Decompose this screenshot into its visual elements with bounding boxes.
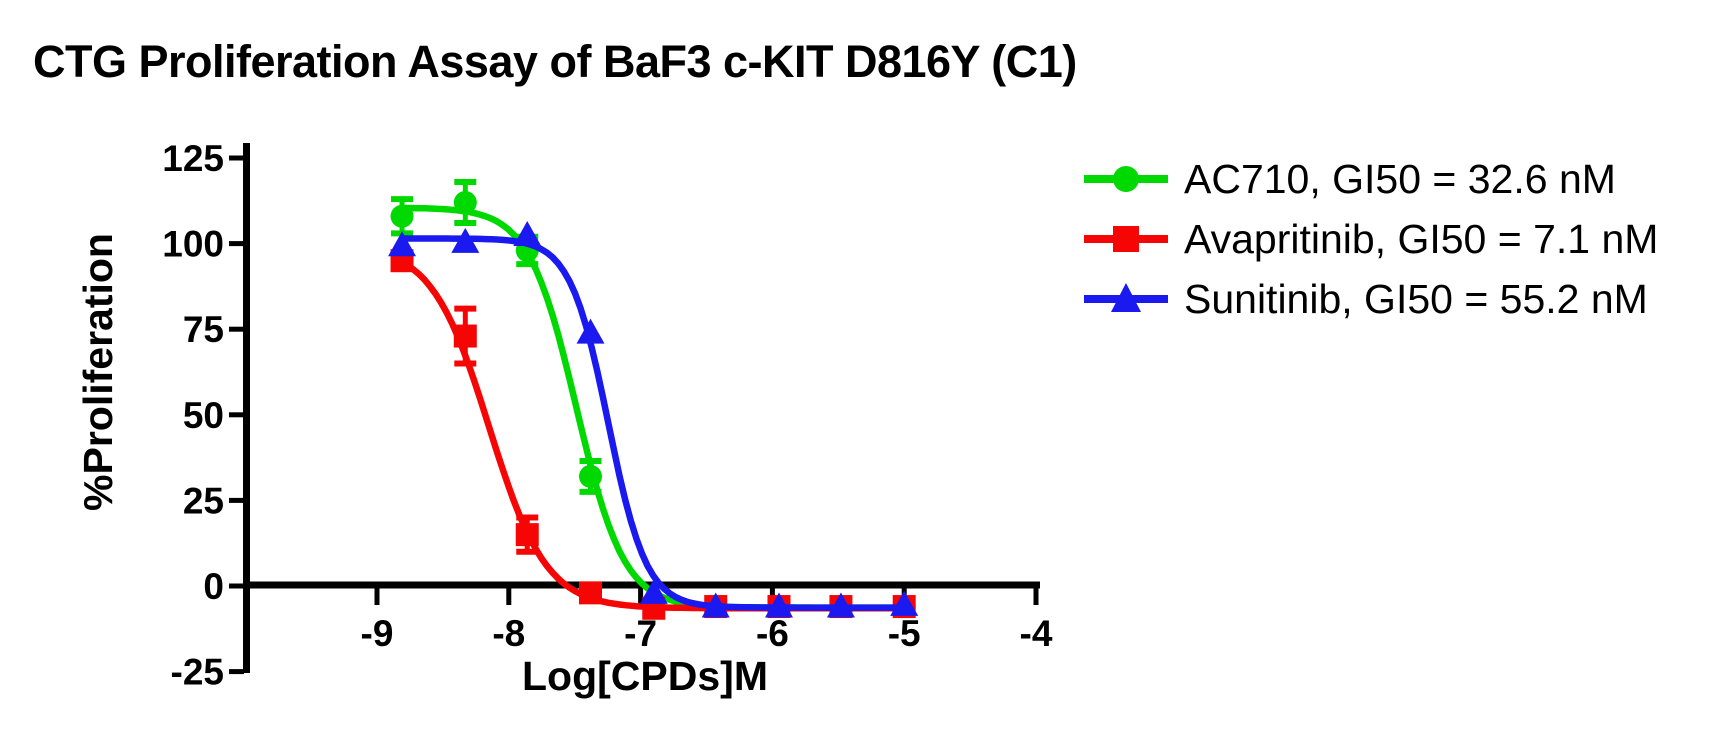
y-tick-label: 25 [183, 480, 224, 521]
tick-labels-group: 125 100 75 50 25 0 -25 -9 -8 -7 -6 -5 -4 [162, 138, 1053, 693]
data-point [639, 578, 668, 604]
y-tick-label: 50 [183, 395, 224, 436]
y-tick-label: 0 [203, 566, 224, 607]
legend: AC710, GI50 = 32.6 nM Avapritinib, GI50 … [1080, 156, 1658, 322]
legend-label: Sunitinib, GI50 = 55.2 nM [1184, 275, 1648, 322]
data-point [826, 592, 855, 618]
data-point [576, 318, 605, 344]
y-tick-label: -25 [171, 652, 224, 693]
x-tick-label: -8 [492, 613, 525, 654]
fit-curve-sunitinib [398, 235, 908, 611]
x-axis-title: Log[CPDs]M [522, 653, 768, 699]
x-tick-label: -4 [1020, 613, 1053, 654]
data-point [701, 592, 730, 618]
data-point [579, 581, 603, 605]
x-tick-label: -7 [624, 613, 657, 654]
legend-label: AC710, GI50 = 32.6 nM [1184, 155, 1616, 202]
data-point [453, 324, 477, 348]
axes-group [229, 143, 1040, 675]
y-tick-label: 75 [183, 309, 224, 350]
y-axis-title: %Proliferation [75, 233, 121, 511]
data-point [515, 523, 539, 547]
legend-item-sunitinib: Sunitinib, GI50 = 55.2 nM [1080, 276, 1658, 322]
fit-curve-ac710 [398, 204, 908, 611]
x-tick-label: -5 [888, 613, 921, 654]
fit-curve-avapritinib [398, 258, 908, 612]
legend-label: Avapritinib, GI50 = 7.1 nM [1184, 215, 1659, 262]
legend-marker-square-icon [1084, 226, 1168, 252]
series-avapritinib [390, 249, 916, 620]
series-group [388, 178, 919, 620]
x-tick-label: -6 [756, 613, 789, 654]
y-tick-label: 125 [162, 138, 224, 179]
data-point [390, 204, 414, 228]
legend-item-avapritinib: Avapritinib, GI50 = 7.1 nM [1080, 216, 1658, 262]
data-point [513, 221, 542, 247]
series-sunitinib [388, 221, 919, 618]
data-point [388, 231, 417, 257]
chart-title: CTG Proliferation Assay of BaF3 c-KIT D8… [33, 36, 1077, 87]
data-point [453, 191, 477, 215]
legend-item-ac710: AC710, GI50 = 32.6 nM [1080, 156, 1658, 202]
x-tick-label: -9 [361, 613, 394, 654]
data-point [579, 464, 603, 488]
data-point [764, 592, 793, 618]
data-point [451, 227, 480, 253]
data-point [890, 590, 919, 616]
y-tick-label: 100 [162, 224, 224, 265]
legend-marker-circle-icon [1084, 166, 1168, 192]
legend-marker-triangle-icon [1084, 283, 1168, 312]
